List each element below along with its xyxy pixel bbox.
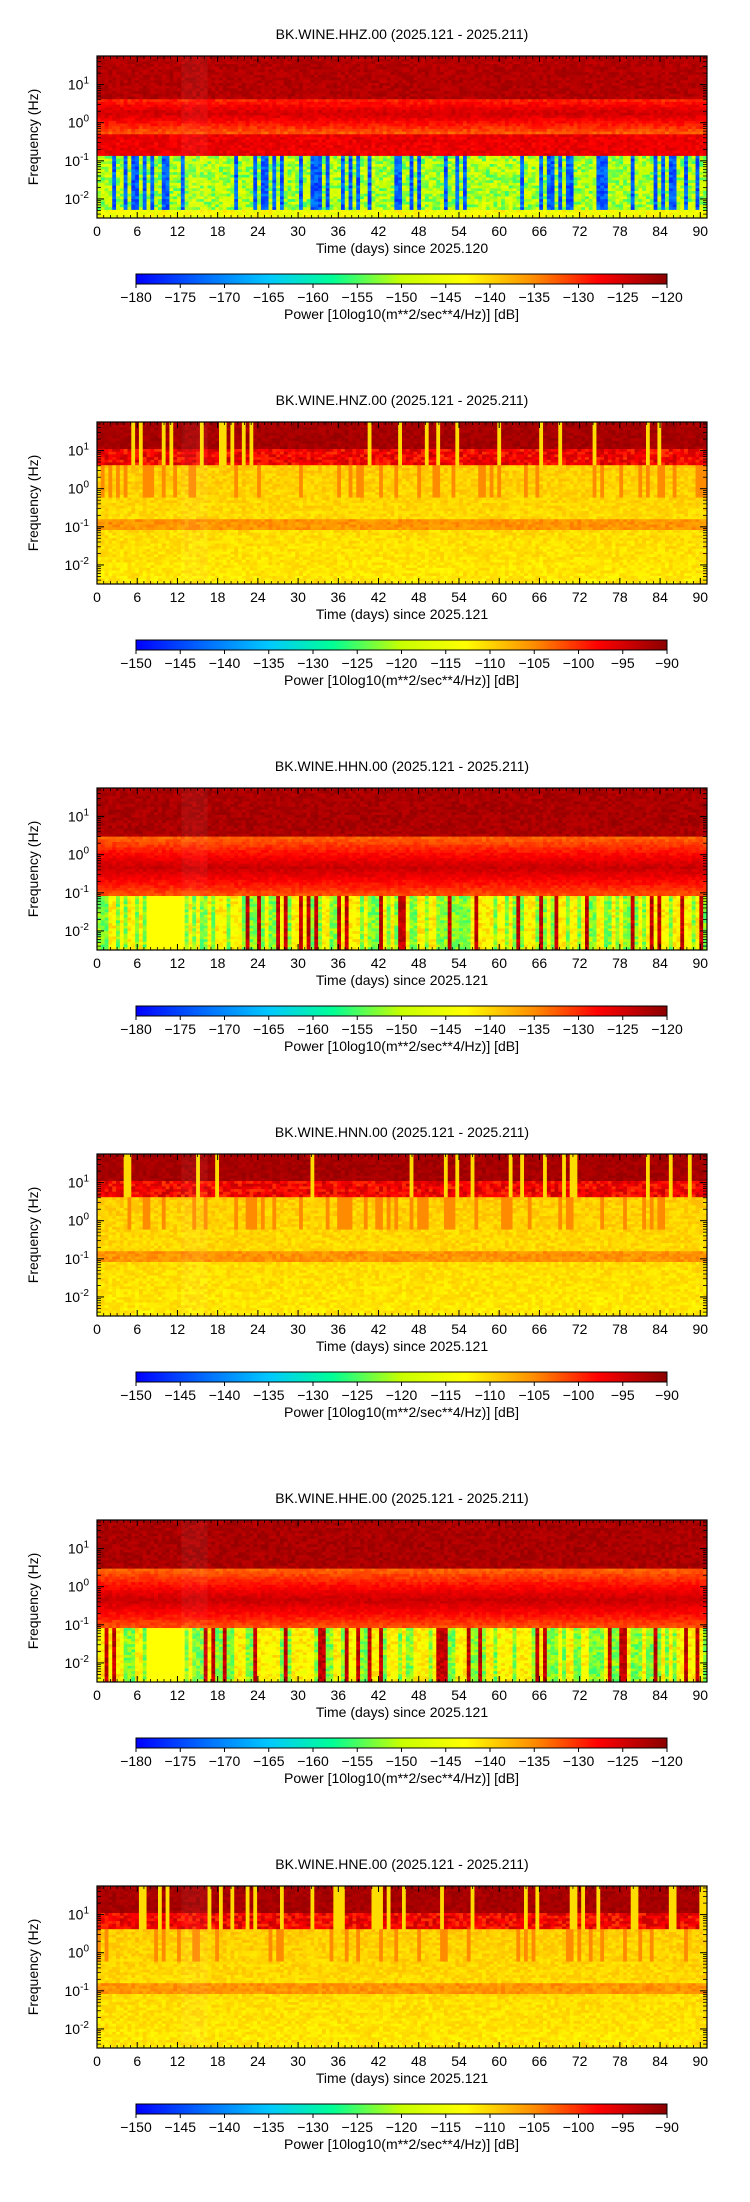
panel-title: BK.WINE.HHZ.00 (2025.121 - 2025.211) xyxy=(276,26,529,42)
heatmap-cells xyxy=(97,56,708,219)
